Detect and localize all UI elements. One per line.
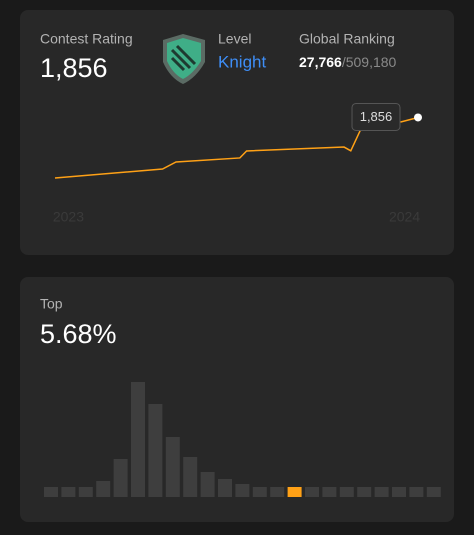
histogram-bar — [322, 487, 337, 497]
rank: 27,766 — [299, 54, 342, 70]
ranking-label: Global Ranking — [299, 31, 395, 47]
top-card — [20, 277, 454, 522]
level-label: Level — [218, 31, 251, 47]
histogram-bar — [426, 487, 441, 497]
histogram-bar — [78, 487, 93, 497]
top-value: 5.68% — [40, 319, 117, 349]
histogram-bar — [183, 457, 198, 497]
histogram-bar — [96, 481, 111, 497]
rating-value: 1,856 — [40, 53, 108, 83]
histogram-bar — [270, 487, 285, 497]
histogram-bar — [305, 487, 319, 497]
histogram-bar — [131, 382, 145, 497]
x-tick-label: 2023 — [53, 209, 84, 225]
histogram-bar — [252, 487, 267, 497]
knight-badge — [163, 34, 205, 84]
histogram-bar — [113, 459, 128, 497]
histogram-bar — [148, 404, 163, 497]
histogram-bar — [409, 487, 424, 497]
histogram-bar — [392, 487, 406, 497]
histogram-bar — [374, 487, 389, 497]
histogram-bar — [339, 487, 354, 497]
histogram-bar — [357, 487, 372, 497]
x-tick-label: 2024 — [389, 209, 420, 225]
histogram-bar — [61, 487, 76, 497]
rating-label: Contest Rating — [40, 31, 133, 47]
histogram-bar — [44, 487, 58, 497]
tooltip-box — [351, 102, 401, 131]
top-label: Top — [40, 296, 63, 312]
histogram-bar — [218, 479, 232, 497]
histogram-bar — [200, 472, 215, 497]
rating-card — [20, 10, 454, 255]
histogram-bar — [287, 487, 302, 497]
tooltip-text: 1,856 — [360, 109, 393, 124]
histogram-bar — [165, 437, 180, 497]
histogram-bar — [235, 484, 250, 497]
level-value: Knight — [218, 52, 266, 71]
rank-total: /509,180 — [342, 54, 397, 70]
ranking-value: 27,766/509,180 — [299, 54, 397, 70]
last-point — [414, 113, 422, 122]
